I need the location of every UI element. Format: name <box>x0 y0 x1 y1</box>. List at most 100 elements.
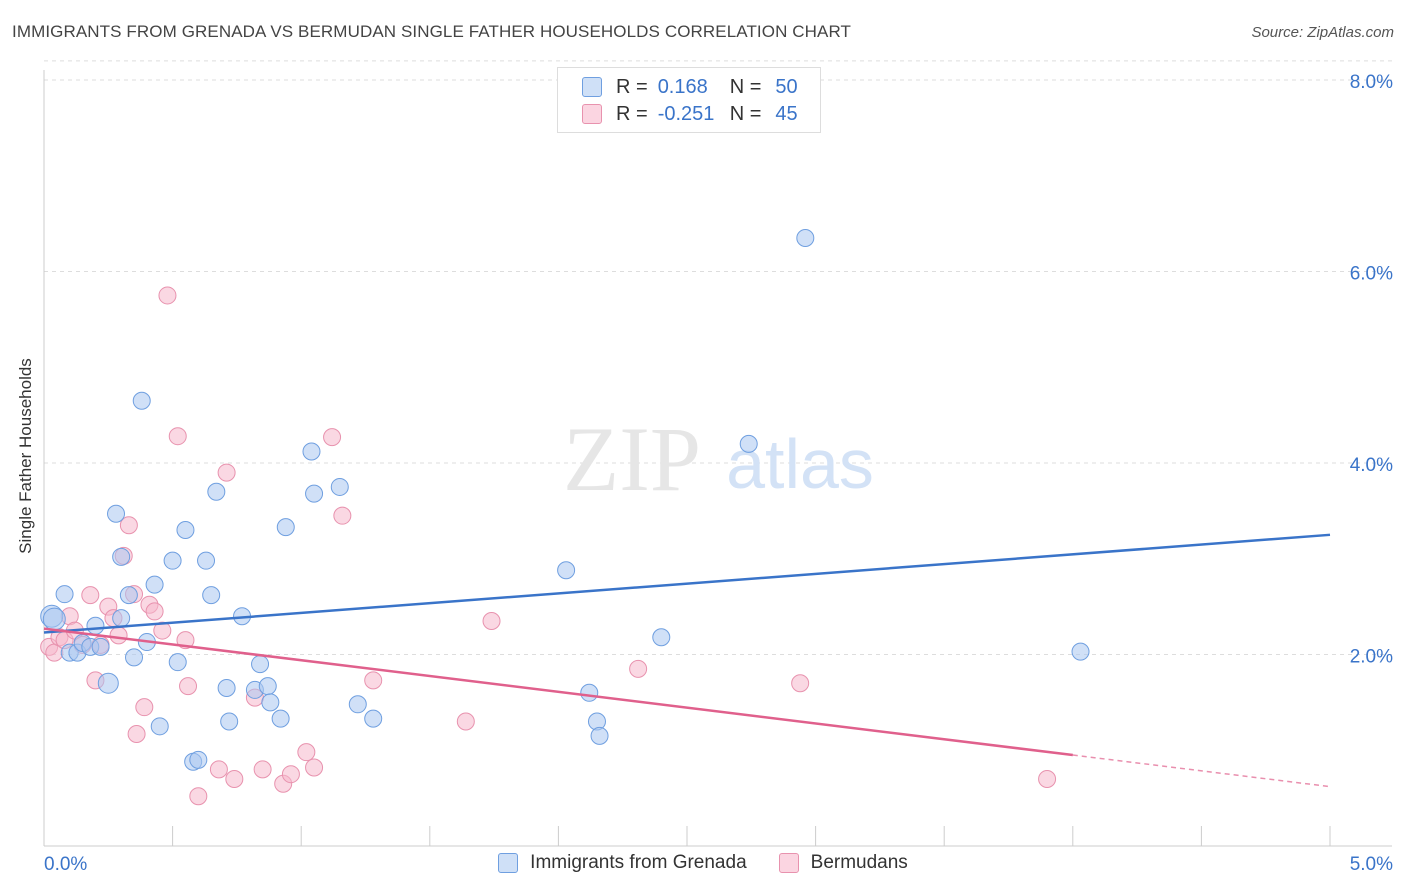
data-point-bermudans <box>364 671 383 690</box>
y-tick-label: 8.0% <box>1350 72 1393 93</box>
data-point-grenada <box>145 575 164 594</box>
data-point-bermudans <box>482 611 501 630</box>
data-point-grenada <box>86 616 105 635</box>
trend-line-grenada <box>43 533 1331 634</box>
data-point-grenada <box>557 561 576 580</box>
trend-line-bermudans <box>43 627 1073 757</box>
watermark-zip: ZIP <box>563 408 701 510</box>
legend-r-label: R = <box>616 102 648 125</box>
data-point-grenada <box>590 726 609 745</box>
data-point-grenada <box>42 607 66 631</box>
data-point-bermudans <box>158 286 177 305</box>
data-point-grenada <box>652 628 671 647</box>
chart-title: IMMIGRANTS FROM GRENADA VS BERMUDAN SING… <box>12 22 852 41</box>
legend-r-value: -0.251 <box>657 102 715 125</box>
data-point-grenada <box>220 712 239 731</box>
legend-n-value: 50 <box>775 75 798 98</box>
data-point-bermudans <box>168 427 187 446</box>
data-point-bermudans <box>305 758 324 777</box>
data-point-grenada <box>112 609 131 628</box>
y-tick-label: 4.0% <box>1350 455 1393 476</box>
data-point-bermudans <box>153 621 172 640</box>
data-point-grenada <box>271 709 290 728</box>
data-point-grenada <box>258 677 277 696</box>
data-point-grenada <box>202 586 221 605</box>
x-tick-label: 0.0% <box>44 854 87 875</box>
data-point-bermudans <box>209 760 228 779</box>
data-point-grenada <box>739 434 758 453</box>
data-point-grenada <box>217 679 236 698</box>
legend-n-label: N = <box>729 75 762 98</box>
data-point-bermudans <box>81 586 100 605</box>
legend-r-value: 0.168 <box>657 75 708 98</box>
data-point-bermudans <box>629 659 648 678</box>
data-point-grenada <box>330 477 349 496</box>
watermark: ZIP atlas <box>563 408 874 510</box>
data-point-grenada <box>348 695 367 714</box>
tick-labels: 2.0% 4.0% 6.0% 8.0% 0.0% 5.0% <box>44 72 1393 875</box>
data-point-grenada <box>55 585 74 604</box>
trend-line-bermudans-extension <box>1072 754 1331 788</box>
legend-n-label: N = <box>729 102 762 125</box>
series-legend: Immigrants from Grenada Bermudans <box>0 852 1406 874</box>
data-point-bermudans <box>297 743 316 762</box>
data-point-grenada <box>305 484 324 503</box>
data-point-bermudans <box>1038 769 1057 788</box>
legend-swatch-bermudans <box>582 104 602 124</box>
data-point-grenada <box>91 637 110 656</box>
data-point-grenada <box>207 482 226 501</box>
data-point-grenada <box>261 693 280 712</box>
y-tick-label: 2.0% <box>1350 647 1393 668</box>
data-point-bermudans <box>135 698 154 717</box>
trend-lines <box>43 533 1331 788</box>
stats-legend: R = 0.168 N = 50 R = -0.251 N = 45 <box>557 67 821 133</box>
y-axis-title: Single Father Households <box>16 358 35 554</box>
data-point-bermudans <box>323 428 342 447</box>
data-point-bermudans <box>456 712 475 731</box>
data-point-grenada <box>125 648 144 667</box>
axes <box>43 70 1392 847</box>
data-point-bermudans <box>127 724 146 743</box>
data-point-grenada <box>97 672 119 694</box>
legend-row-bermudans: R = -0.251 N = 45 <box>582 100 798 128</box>
data-point-bermudans <box>791 674 810 693</box>
data-point-grenada <box>107 504 126 523</box>
legend-label-grenada: Immigrants from Grenada <box>530 852 747 873</box>
data-point-bermudans <box>189 787 208 806</box>
data-point-grenada <box>150 717 169 736</box>
y-tick-label: 6.0% <box>1350 264 1393 285</box>
legend-swatch-bermudans <box>778 853 799 873</box>
data-point-grenada <box>132 391 151 410</box>
data-point-grenada <box>163 551 182 570</box>
source-label: Source: ZipAtlas.com <box>1251 24 1394 41</box>
legend-item-bermudans[interactable]: Bermudans <box>778 852 908 874</box>
data-point-grenada <box>112 547 131 566</box>
data-point-grenada <box>189 750 208 769</box>
data-point-bermudans <box>217 463 236 482</box>
legend-item-grenada[interactable]: Immigrants from Grenada <box>498 852 747 874</box>
x-tick-label: 5.0% <box>1350 854 1393 875</box>
data-point-grenada <box>276 518 295 537</box>
data-point-bermudans <box>179 677 198 696</box>
data-point-grenada <box>197 551 216 570</box>
data-point-bermudans <box>145 602 164 621</box>
grid-lines <box>44 60 1392 655</box>
legend-swatch-grenada <box>498 853 519 873</box>
data-point-bermudans <box>281 765 300 784</box>
legend-swatch-grenada <box>582 77 602 97</box>
legend-n-value: 45 <box>775 102 798 125</box>
data-point-grenada <box>176 521 195 540</box>
legend-row-grenada: R = 0.168 N = 50 <box>582 73 798 101</box>
data-point-grenada <box>1071 642 1090 661</box>
data-point-grenada <box>580 683 599 702</box>
data-point-bermudans <box>109 626 128 645</box>
series-bermudans <box>40 286 1057 806</box>
data-point-grenada <box>168 653 187 672</box>
data-point-bermudans <box>253 760 272 779</box>
legend-label-bermudans: Bermudans <box>810 852 908 873</box>
data-point-bermudans <box>225 769 244 788</box>
data-point-grenada <box>364 709 383 728</box>
data-point-grenada <box>119 586 138 605</box>
data-point-grenada <box>251 655 270 674</box>
